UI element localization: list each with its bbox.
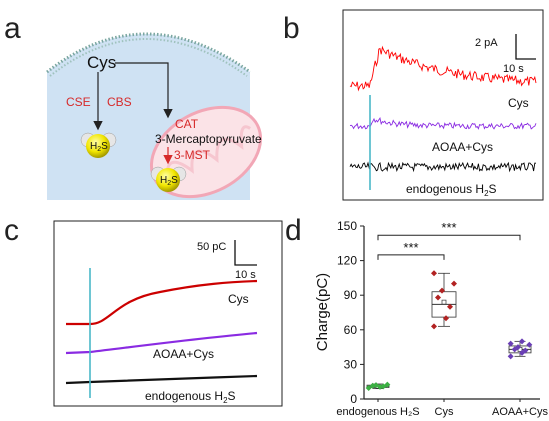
panel-b-scale-y: 2 pA: [475, 37, 498, 49]
data-point: [431, 323, 437, 330]
trace-aoaa-cys-charge: [65, 331, 258, 355]
panel-b: b 2 pA 10 s Cys AOAA+Cys endogenous H2S: [283, 9, 544, 201]
trace-cys-charge: [66, 279, 258, 326]
data-point: [507, 353, 514, 360]
h2s-molecule-mito: H2S: [150, 166, 187, 192]
data-point: [519, 338, 525, 345]
panel-b-scale-x: 10 s: [503, 63, 524, 75]
panel-c-letter: c: [4, 214, 19, 247]
significance-label: ***: [403, 240, 418, 255]
data-point: [431, 270, 437, 277]
data-point: [439, 287, 445, 294]
y-tick-label: 60: [344, 323, 358, 337]
arrow-cys-to-mito: [115, 62, 173, 119]
panel-d-letter: d: [285, 214, 302, 247]
data-point: [435, 294, 441, 301]
panel-c-label-cys: Cys: [228, 292, 249, 306]
x-tick-label: endogenous H₂S: [336, 406, 419, 418]
cell-membrane-inner: [49, 38, 248, 77]
panel-b-label-endo: endogenous H2S: [406, 182, 497, 198]
panel-c: c 50 pC 10 s Cys AOAA+Cys endogenous H2S: [4, 214, 283, 407]
cbs-label: CBS: [107, 95, 132, 109]
trace-endogenous-h2s-current: [349, 161, 537, 173]
cat-label: CAT: [175, 117, 199, 131]
y-tick-label: 120: [337, 254, 357, 268]
significance-bracket: [377, 234, 521, 241]
significance-label: ***: [441, 220, 456, 235]
panel-a-letter: a: [4, 12, 21, 45]
y-tick-label: 90: [344, 288, 358, 302]
x-tick-label: Cys: [435, 406, 454, 418]
mercaptopyruvate-label: 3-Mercaptopyruvate: [155, 132, 262, 146]
panel-c-scale-x: 10 s: [235, 269, 256, 281]
data-point: [526, 341, 533, 348]
trace-endogenous-h2s-charge: [65, 374, 258, 385]
panel-b-label-aoaa: AOAA+Cys: [432, 140, 493, 154]
box-mean: [441, 299, 447, 305]
data-point: [373, 382, 379, 389]
trace-aoaa-cys-current: [349, 116, 537, 130]
x-tick-label: AOAA+Cys: [492, 406, 548, 418]
y-tick-label: 150: [337, 219, 357, 233]
y-tick-label: 30: [344, 357, 358, 371]
panel-c-scale-y: 50 pC: [197, 241, 226, 253]
panel-b-scalebar: [515, 34, 536, 60]
panel-b-label-cys: Cys: [508, 96, 529, 110]
svg-text:H2S: H2S: [90, 141, 108, 153]
data-point: [384, 381, 391, 388]
significance-bracket: [377, 254, 445, 260]
h2s-molecule-cytosol: H2S: [80, 132, 117, 158]
cell-membrane: [46, 32, 251, 74]
mst-label: 3-MST: [174, 148, 211, 162]
data-point: [365, 385, 372, 392]
panel-c-label-aoaa: AOAA+Cys: [153, 347, 214, 361]
panel-b-letter: b: [283, 12, 300, 45]
y-tick-label: 0: [350, 392, 357, 406]
data-point: [507, 340, 514, 347]
data-point: [447, 303, 453, 310]
trace-cys-current: [349, 45, 537, 92]
panel-a: a Cys CSE CBS H2S CAT 3-Mercaptopyruvate…: [4, 12, 263, 200]
cse-label: CSE: [66, 95, 91, 109]
data-point: [522, 347, 529, 354]
panel-c-label-endo: endogenous H2S: [145, 389, 236, 405]
svg-text:H2S: H2S: [160, 175, 178, 187]
cys-label: Cys: [87, 53, 116, 72]
panel-d: d 0 30 60 90 120 150 Charge(pC) endogenous H₂S C…: [285, 214, 548, 418]
box-chart: 0 30 60 90 120 150 Charge(pC) endogenous H₂S Cys…: [314, 219, 548, 418]
data-point: [443, 315, 449, 322]
panel-b-frame: [342, 9, 544, 201]
panel-c-frame: [53, 220, 283, 407]
y-axis-label: Charge(pC): [314, 273, 331, 351]
panel-c-scalebar: [234, 240, 257, 266]
data-point: [515, 344, 521, 351]
data-point: [451, 280, 457, 287]
